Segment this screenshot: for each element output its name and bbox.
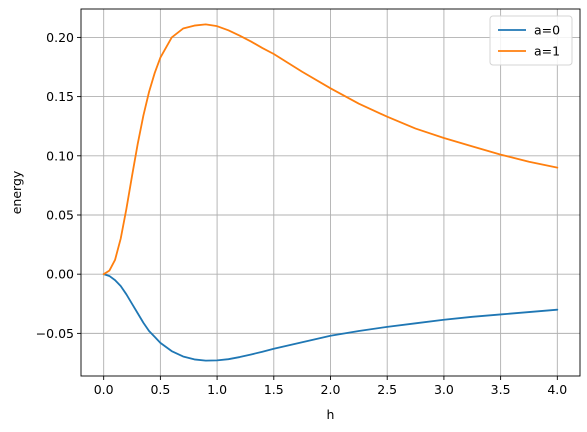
series-line-a0	[102, 273, 559, 362]
axes: 0.0 0.5 1.0 1.5 2.0 2.5 3.0 3.5 4.0 −0.05 0.00 0.05…	[36, 8, 581, 397]
grid	[81, 9, 580, 376]
legend-label: a=0	[534, 23, 560, 38]
y-tick-label: 0.15	[46, 89, 74, 104]
series-line-a1	[102, 23, 559, 276]
x-tick-label: 4.0	[547, 382, 567, 397]
x-tick-label: 3.5	[491, 382, 511, 397]
y-axis-label: energy	[9, 170, 24, 214]
x-tick-label: 2.0	[321, 382, 341, 397]
y-tick-label: 0.05	[46, 207, 74, 222]
legend-label: a=1	[534, 44, 560, 59]
x-tick-label: 3.0	[434, 382, 454, 397]
y-tick-label: 0.20	[46, 30, 74, 45]
x-tick-label: 1.5	[264, 382, 284, 397]
legend: a=0a=1	[489, 15, 573, 66]
x-tick-label: 0.0	[94, 382, 114, 397]
series-group	[102, 23, 559, 362]
y-tick-label: −0.05	[36, 326, 74, 341]
x-tick-label: 1.0	[207, 382, 227, 397]
y-tick-label: 0.00	[46, 267, 74, 282]
legend-box	[489, 15, 573, 66]
y-tick-label: 0.10	[46, 148, 74, 163]
x-tick-label: 2.5	[377, 382, 397, 397]
plot-frame	[80, 8, 581, 377]
x-tick-label: 0.5	[150, 382, 170, 397]
x-axis-label: h	[327, 407, 335, 422]
